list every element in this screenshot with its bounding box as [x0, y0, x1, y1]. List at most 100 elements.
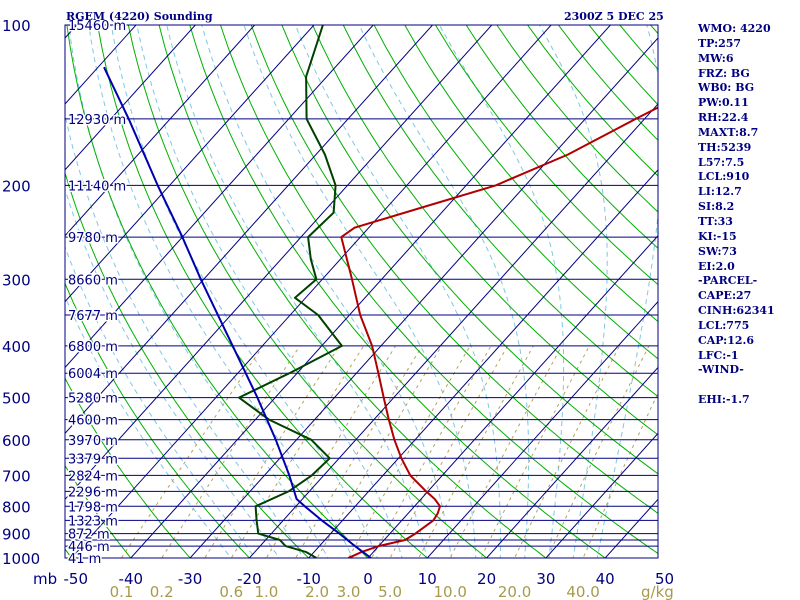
dry-adiabat-line	[158, 25, 547, 558]
index-item	[698, 378, 798, 393]
moist-adiabat-line	[596, 25, 658, 558]
mixing-ratio-line	[371, 345, 492, 558]
isotherm-line	[65, 25, 374, 369]
dry-adiabat-line	[65, 464, 132, 558]
x-axis-unit-prefix: mb	[33, 570, 57, 588]
mixing-ratio-line	[316, 345, 443, 558]
moist-adiabat-line	[538, 25, 608, 558]
height-label: 41 m	[68, 552, 101, 567]
height-label: 1323 m	[68, 514, 118, 529]
isotherm-line	[545, 432, 658, 558]
index-item: WB0: BG	[698, 81, 755, 95]
moist-adiabat-line	[438, 25, 565, 558]
mixing-ratio-line	[161, 345, 301, 558]
height-label: 446 m	[68, 540, 110, 555]
index-item: PW:0.11	[698, 96, 749, 110]
isotherm-line	[426, 300, 658, 558]
index-item: LI:12.7	[698, 185, 742, 199]
moist-adiabat-line	[166, 25, 428, 558]
dry-adiabat-line	[342, 25, 658, 398]
height-label: 2824 m	[68, 469, 118, 484]
temperature-tick-label: 40	[596, 570, 615, 588]
index-item: RH:22.4	[698, 111, 749, 125]
height-label: 2296 m	[68, 485, 118, 500]
index-item: CINH:62341	[698, 304, 775, 318]
mixing-ratio-line	[347, 345, 471, 558]
height-label: 12930 m	[68, 113, 126, 128]
isotherm-line	[65, 25, 493, 501]
height-label: 9780 m	[68, 231, 118, 246]
mixing-ratio-line	[389, 345, 509, 558]
mixing-ratio-line	[418, 345, 534, 558]
height-label: 8660 m	[68, 273, 118, 288]
plot-frame	[64, 24, 659, 559]
index-item: CAPE:27	[698, 289, 752, 303]
moist-adiabat-line	[65, 245, 256, 558]
isotherms	[65, 25, 658, 558]
mixing-ratio-line	[582, 392, 658, 558]
index-item: TT:33	[698, 214, 733, 228]
temperature-tick-label: -20	[237, 570, 262, 588]
moist-adiabat-line	[294, 25, 501, 558]
index-item: -WIND-	[698, 363, 744, 377]
mixing-ratio-line	[204, 345, 340, 558]
isotherm-line	[248, 103, 658, 558]
mixing-ratio-line	[265, 345, 397, 558]
moist-adiabat-line	[201, 25, 452, 558]
mixing-ratio-label: 0.6	[219, 583, 243, 600]
dry-adiabat-line	[127, 25, 488, 558]
mixing-ratio-line	[480, 345, 590, 558]
index-item: LFC:-1	[698, 348, 739, 362]
mixing-ratio-unit: g/kg	[641, 583, 674, 600]
pressure-tick-label: 900	[2, 526, 31, 544]
mixing-ratio-label: 5.0	[378, 583, 402, 600]
index-item: L57:7.5	[698, 155, 745, 169]
index-item: LCL:910	[698, 170, 750, 184]
height-label: 5280 m	[68, 392, 118, 407]
isotherm-line	[65, 25, 197, 171]
moist-adiabat-line	[65, 187, 280, 558]
temperature-tick-label: 30	[536, 570, 555, 588]
temperature-tick-label: -10	[296, 570, 321, 588]
moist-adiabat-line	[358, 25, 530, 558]
height-label: 11140 m	[68, 179, 126, 194]
dry-adiabat-line	[250, 25, 658, 514]
pressure-tick-label: 400	[2, 338, 31, 356]
isotherm-line	[70, 25, 552, 558]
mixing-ratio-line	[295, 345, 423, 558]
mixing-ratio-label: 20.0	[498, 583, 531, 600]
isotherm-line	[367, 234, 658, 558]
pressure-tick-label: 200	[2, 177, 31, 195]
parcel-trace	[103, 66, 372, 558]
index-item: -PARCEL-	[698, 274, 758, 288]
chart-title: RGEM (4220) Sounding	[66, 10, 213, 23]
dry-adiabat-line	[312, 25, 658, 436]
pressure-tick-label: 600	[2, 432, 31, 450]
dry-adiabat-line	[404, 25, 658, 323]
height-label: 1798 m	[68, 500, 118, 515]
temperature-tick-label: 10	[418, 570, 437, 588]
isobars	[65, 25, 658, 558]
isotherm-line	[65, 25, 434, 435]
pressure-tick-label: 1000	[2, 550, 40, 568]
mixing-ratio-line	[449, 345, 563, 558]
index-item: MW:6	[698, 51, 734, 65]
height-label: 4600 m	[68, 414, 118, 429]
dewpoint-trace	[238, 25, 343, 558]
pressure-tick-label: 100	[2, 17, 31, 35]
index-item: SI:8.2	[698, 200, 735, 214]
mixing-ratio-label: 40.0	[566, 583, 599, 600]
index-item: EHI:-1.7	[698, 393, 750, 407]
temperature-tick-label: -40	[119, 570, 144, 588]
isotherm-line	[308, 169, 658, 558]
sounding-traces	[103, 25, 658, 558]
height-label: 15460 m	[68, 19, 126, 34]
dry-adiabat-line	[435, 25, 658, 286]
temperature-tick-label: 20	[477, 570, 496, 588]
index-item: TP:257	[698, 36, 742, 50]
index-item: CAP:12.6	[698, 333, 755, 347]
index-item: SW:73	[698, 244, 737, 258]
isotherm-line	[189, 37, 658, 558]
